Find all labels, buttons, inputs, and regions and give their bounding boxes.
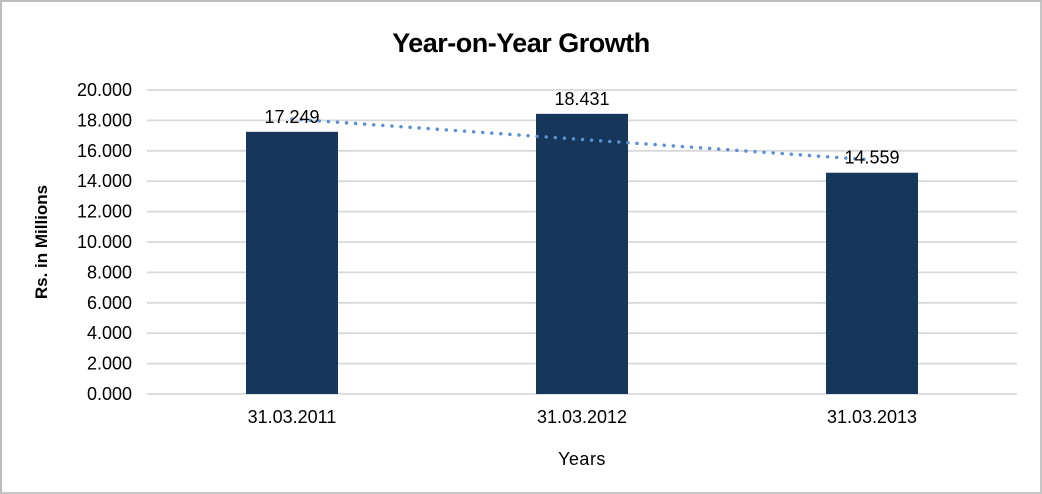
x-category-label: 31.03.2013 <box>827 407 917 427</box>
y-tick-label: 18.000 <box>77 110 132 130</box>
x-category-label: 31.03.2011 <box>248 407 337 427</box>
bar-data-label: 17.249 <box>264 107 319 127</box>
bar-data-label: 18.431 <box>554 89 609 109</box>
y-tick-label: 10.000 <box>77 232 132 252</box>
x-axis-title: Years <box>558 449 606 469</box>
y-tick-label: 0.000 <box>87 384 132 404</box>
y-tick-label: 14.000 <box>77 171 132 191</box>
y-tick-label: 8.000 <box>87 262 132 282</box>
y-tick-label: 6.000 <box>87 293 132 313</box>
y-tick-label: 12.000 <box>77 202 132 222</box>
y-tick-label: 4.000 <box>87 323 132 343</box>
bar-data-label: 14.559 <box>844 148 899 168</box>
bar <box>536 113 628 394</box>
chart-title: Year-on-Year Growth <box>392 28 650 58</box>
bar <box>826 172 918 394</box>
trendline <box>290 117 874 162</box>
y-tick-label: 16.000 <box>77 141 132 161</box>
y-tick-label: 20.000 <box>77 80 132 100</box>
x-category-label: 31.03.2012 <box>537 407 627 427</box>
y-tick-label: 2.000 <box>87 354 132 374</box>
bar <box>246 131 338 395</box>
